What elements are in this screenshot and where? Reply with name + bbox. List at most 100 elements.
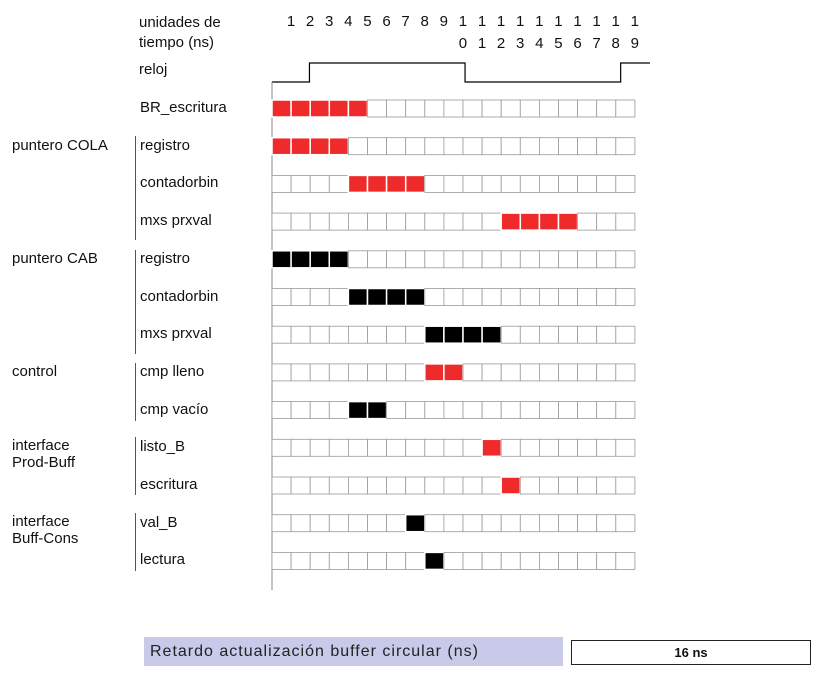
signal-label: registro bbox=[140, 249, 191, 267]
group-bracket-buff-cons bbox=[135, 513, 136, 571]
time-cell bbox=[500, 99, 521, 118]
time-cell bbox=[424, 401, 445, 420]
time-cell bbox=[405, 212, 426, 231]
time-cell bbox=[386, 438, 407, 457]
time-cell bbox=[424, 288, 445, 306]
time-cell bbox=[424, 476, 445, 495]
time-cell bbox=[271, 401, 292, 420]
active-cell bbox=[385, 174, 407, 194]
tick-label-second-digit: 3 bbox=[516, 35, 525, 52]
time-cell bbox=[309, 401, 330, 420]
signal-label: cmp lleno bbox=[140, 362, 205, 380]
time-cell bbox=[271, 288, 292, 306]
time-cell bbox=[519, 552, 540, 570]
signal-row bbox=[271, 212, 636, 231]
time-cell bbox=[596, 212, 617, 231]
time-cell bbox=[347, 552, 368, 570]
active-cell bbox=[309, 250, 331, 269]
active-cell bbox=[424, 551, 445, 571]
clock-label: reloj bbox=[139, 61, 168, 78]
time-cell bbox=[290, 288, 311, 306]
time-cell bbox=[596, 438, 617, 457]
time-cell bbox=[519, 363, 540, 382]
time-cell bbox=[577, 363, 598, 382]
time-cell bbox=[577, 514, 598, 533]
time-cell bbox=[539, 438, 559, 457]
time-cell bbox=[309, 174, 330, 193]
time-cell bbox=[539, 137, 559, 156]
time-cell bbox=[481, 363, 502, 382]
time-cell bbox=[481, 212, 502, 231]
time-cell bbox=[462, 288, 483, 306]
time-cell bbox=[596, 476, 617, 495]
tick-label: 4 bbox=[344, 13, 353, 30]
time-cell bbox=[519, 325, 540, 344]
time-cell bbox=[405, 363, 426, 382]
active-cell bbox=[366, 287, 388, 307]
group-name: interface bbox=[12, 437, 70, 454]
tick-label: 1 bbox=[554, 13, 563, 30]
time-cell bbox=[539, 99, 559, 118]
group-name-2: Prod-Buff bbox=[12, 454, 76, 471]
time-cell bbox=[443, 401, 464, 420]
time-cell bbox=[271, 363, 292, 382]
time-cell bbox=[424, 514, 445, 533]
time-cell bbox=[615, 212, 636, 231]
time-cell bbox=[328, 438, 349, 457]
time-cell bbox=[577, 438, 598, 457]
signal-label: listo_B bbox=[140, 438, 186, 456]
group-name-2: Buff-Cons bbox=[12, 530, 79, 547]
tick-label-second-digit: 5 bbox=[554, 35, 563, 52]
signal-row bbox=[271, 287, 636, 307]
time-cell bbox=[615, 174, 636, 193]
time-cell bbox=[558, 552, 579, 570]
group-control: control bbox=[12, 363, 57, 380]
time-cell bbox=[328, 363, 349, 382]
time-cell bbox=[443, 476, 464, 495]
tick-label: 1 bbox=[496, 13, 506, 30]
active-cell bbox=[347, 400, 369, 420]
time-cell bbox=[386, 325, 407, 344]
active-cell bbox=[347, 287, 369, 307]
time-cell bbox=[405, 137, 426, 156]
signal-row bbox=[271, 363, 636, 382]
time-cell bbox=[539, 288, 559, 306]
time-cell bbox=[596, 514, 617, 533]
time-cell bbox=[577, 137, 598, 156]
signal-row bbox=[271, 438, 636, 458]
active-cell bbox=[481, 438, 502, 458]
time-cell bbox=[309, 476, 330, 495]
time-cell bbox=[519, 250, 540, 269]
active-cell bbox=[347, 174, 369, 194]
time-cell bbox=[424, 137, 445, 156]
active-cell bbox=[404, 287, 426, 307]
time-cell bbox=[271, 514, 292, 533]
time-cell bbox=[405, 99, 426, 118]
time-cell bbox=[539, 552, 559, 570]
active-cell bbox=[557, 212, 579, 231]
time-units-label-line2: tiempo (ns) bbox=[139, 34, 215, 51]
group-bracket-prod-buff bbox=[135, 437, 136, 495]
tick-label: 8 bbox=[420, 13, 429, 30]
time-cell bbox=[596, 174, 617, 193]
time-cell bbox=[615, 476, 636, 495]
tick-label-second-digit: 4 bbox=[535, 35, 544, 52]
time-cell bbox=[367, 438, 388, 457]
active-cell bbox=[385, 287, 407, 307]
tick-label: 3 bbox=[325, 13, 334, 30]
time-cell bbox=[386, 212, 407, 231]
time-cell bbox=[443, 514, 464, 533]
time-cell bbox=[405, 250, 426, 269]
time-cell bbox=[615, 99, 636, 118]
time-cell bbox=[386, 363, 407, 382]
active-cell bbox=[290, 250, 311, 269]
time-cell bbox=[290, 325, 311, 344]
signal-row bbox=[271, 551, 636, 571]
time-cell bbox=[347, 438, 368, 457]
tick-label-second-digit: 8 bbox=[611, 35, 620, 52]
time-cell bbox=[500, 250, 521, 269]
time-cell bbox=[558, 250, 579, 269]
signal-label: val_B bbox=[140, 513, 178, 531]
delay-value-field[interactable]: 16 ns bbox=[571, 640, 811, 665]
time-cell bbox=[386, 552, 407, 570]
